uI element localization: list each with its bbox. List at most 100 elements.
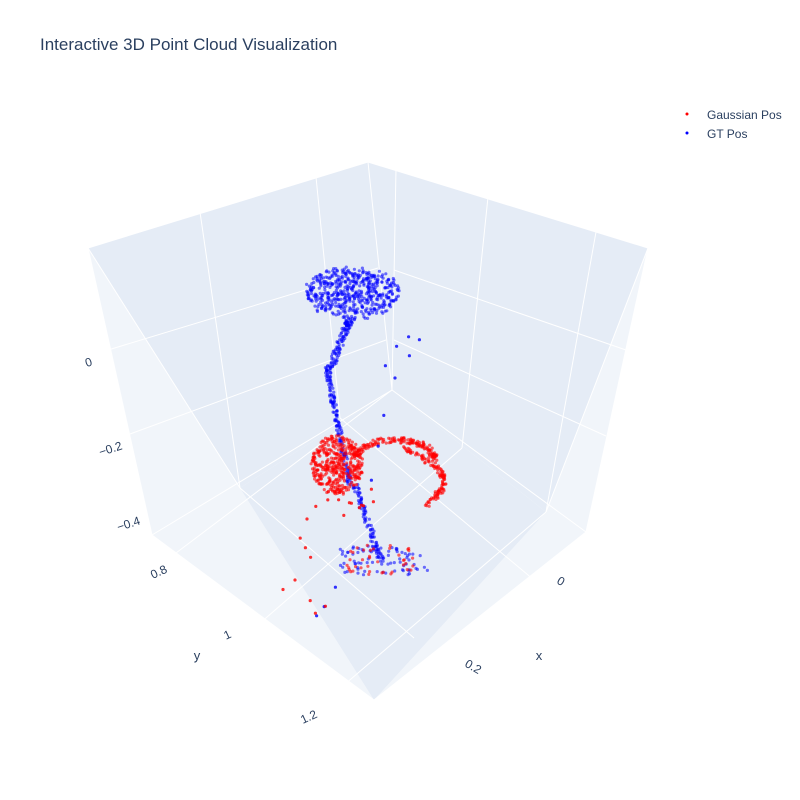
gt-pos-cloud-point — [383, 286, 387, 290]
gaussian-pos-point — [337, 498, 341, 502]
gaussian-pos-cloud-point — [347, 473, 351, 477]
gt-pos-cloud-point — [342, 561, 346, 566]
gt-pos-cloud-point — [331, 386, 335, 390]
gaussian-pos-cloud-point — [319, 472, 323, 476]
gaussian-pos-cloud-point — [427, 456, 431, 460]
gt-pos-cloud-point — [336, 430, 340, 434]
gaussian-pos-cloud-point — [371, 547, 375, 551]
gt-pos-cloud-point — [347, 309, 351, 313]
gt-pos-cloud-point — [305, 293, 309, 297]
gaussian-pos-cloud-point — [332, 473, 336, 477]
gt-pos-cloud-point — [347, 320, 351, 324]
grid-line — [239, 487, 415, 639]
gt-pos-cloud-point — [334, 272, 338, 276]
gt-pos-cloud-point — [335, 409, 339, 413]
gt-pos-cloud-point — [393, 569, 397, 573]
gt-pos-cloud-point — [389, 561, 393, 565]
gt-pos-cloud-point — [375, 555, 379, 560]
gt-pos-cloud-point — [361, 515, 365, 519]
gt-pos-cloud-point — [369, 298, 373, 302]
gt-pos-cloud-point — [370, 303, 374, 307]
gt-pos-cloud-point — [358, 491, 362, 495]
gaussian-pos-cloud-point — [319, 448, 323, 452]
gt-pos-cloud-point — [370, 290, 375, 294]
gt-pos-cloud-point — [356, 567, 360, 571]
gaussian-pos-cloud-point — [401, 563, 406, 567]
gt-pos-cloud-point — [386, 285, 390, 290]
gaussian-pos-cloud-point — [316, 472, 320, 476]
gt-pos-cloud-point — [359, 561, 363, 565]
gt-pos-cloud-point — [349, 317, 353, 321]
gaussian-pos-cloud-point — [345, 563, 349, 567]
gt-pos-cloud-point — [377, 303, 381, 307]
gt-pos-cloud-point — [381, 292, 385, 296]
grid-line — [373, 531, 587, 701]
legend-marker — [685, 112, 689, 116]
gt-pos-cloud-point — [330, 274, 334, 278]
gt-pos-cloud-point — [356, 294, 360, 298]
gt-pos-cloud-point — [330, 300, 334, 304]
near-right-pane — [374, 248, 648, 700]
gaussian-pos-point — [369, 487, 373, 491]
gt-pos-cloud-point — [316, 279, 320, 283]
gt-pos-cloud-point — [357, 487, 361, 491]
gaussian-pos-point — [357, 506, 361, 510]
gaussian-pos-cloud-point — [350, 447, 354, 451]
gaussian-pos-cloud-point — [371, 438, 375, 442]
gt-pos-cloud-point — [365, 307, 369, 311]
gt-pos-cloud-point — [363, 569, 367, 574]
gt-pos-cloud-point — [367, 310, 371, 314]
gaussian-pos-cloud-point — [312, 474, 316, 478]
gt-pos-cloud-point — [356, 571, 360, 575]
gt-pos-cloud-point — [331, 293, 335, 297]
gaussian-pos-cloud-point — [341, 492, 345, 496]
gt-pos-cloud-point — [324, 301, 328, 305]
gt-pos-cloud-point — [338, 334, 342, 338]
gt-pos-cloud-point — [309, 289, 313, 293]
legend-item-gaussian-pos[interactable]: Gaussian Pos — [685, 108, 782, 122]
gt-pos-cloud-point — [365, 298, 369, 302]
gaussian-pos-point — [309, 555, 313, 559]
gt-pos-cloud-point — [324, 281, 328, 285]
gt-pos-cloud-point — [352, 283, 356, 287]
gaussian-pos-cloud-point — [369, 441, 373, 445]
gaussian-pos-cloud-point — [344, 449, 348, 454]
gt-pos-cloud-point — [377, 306, 381, 310]
gt-pos-cloud-point — [383, 303, 387, 307]
gaussian-pos-cloud-point — [324, 451, 328, 455]
gt-pos-cloud-point — [306, 290, 310, 294]
gt-pos-cloud-point — [357, 561, 361, 565]
gaussian-pos-point — [308, 599, 312, 603]
gaussian-pos-cloud-point — [353, 478, 357, 482]
gaussian-pos-cloud-point — [339, 466, 343, 470]
gaussian-pos-cloud-point — [357, 449, 361, 453]
gaussian-pos-cloud-point — [433, 461, 437, 465]
gaussian-pos-cloud-point — [426, 446, 430, 450]
gaussian-pos-cloud-point — [342, 477, 346, 481]
gt-pos-cloud-point — [376, 552, 380, 556]
gaussian-pos-cloud-point — [339, 442, 343, 446]
gaussian-pos-cloud-point — [340, 460, 344, 464]
gaussian-pos-point — [303, 546, 307, 550]
gaussian-pos-cloud-point — [434, 497, 438, 501]
gt-pos-cloud-point — [381, 276, 385, 280]
gaussian-pos-cloud-point — [366, 446, 370, 450]
gaussian-pos-cloud-point — [440, 472, 444, 476]
gaussian-pos-cloud-point — [427, 460, 431, 464]
gt-pos-cloud-point — [359, 298, 364, 302]
gt-pos-cloud-point — [362, 509, 366, 513]
gaussian-pos-cloud-point — [351, 569, 355, 573]
gt-pos-cloud-point — [374, 311, 379, 315]
gaussian-pos-cloud-point — [321, 444, 325, 448]
gt-pos-cloud-point — [343, 280, 347, 284]
gaussian-pos-cloud-point — [345, 461, 349, 465]
legend-item-gt-pos[interactable]: GT Pos — [685, 127, 748, 141]
gt-pos-cloud-point — [343, 296, 347, 300]
gaussian-pos-cloud-point — [404, 447, 408, 451]
gt-pos-cloud-point — [318, 296, 323, 300]
gaussian-pos-cloud-point — [373, 440, 377, 444]
gt-pos-cloud-point — [400, 550, 404, 555]
grid-line — [585, 247, 649, 533]
gt-pos-cloud-point — [337, 298, 341, 302]
